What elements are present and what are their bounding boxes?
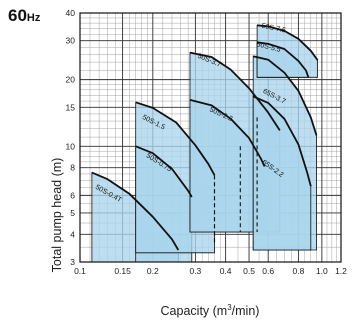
y-tick-label: 5	[70, 208, 75, 218]
chart-regions	[91, 24, 319, 263]
x-tick-label: 1.0	[316, 266, 328, 276]
y-tick-label: 4	[70, 229, 75, 239]
y-axis-title: Total pump head (m)	[50, 157, 64, 273]
y-tick-label: 10	[66, 141, 76, 151]
y-tick-label: 3	[70, 257, 75, 267]
frequency-value: 60	[8, 6, 27, 25]
x-tick-label: 1.2	[335, 266, 347, 276]
x-tick-label: 0.3	[189, 266, 201, 276]
x-tick-label: 0.5	[243, 266, 255, 276]
x-axis-title-main: Capacity (m	[160, 304, 228, 319]
x-tick-label: 0.15	[114, 266, 131, 276]
curve-50s-7.5	[257, 24, 319, 61]
frequency-label: 60Hz	[8, 6, 40, 26]
chart-curves	[91, 24, 319, 251]
curve-50s-5.5	[256, 41, 310, 78]
chart-dashed-lines	[213, 117, 258, 245]
y-tick-label: 15	[66, 102, 76, 112]
curve-50s-3.7	[189, 51, 281, 131]
x-tick-label: 0.8	[292, 266, 304, 276]
series-label-50s-7.5: 50S-7.5	[261, 23, 287, 35]
y-tick-label: 30	[66, 36, 76, 46]
x-axis-title-sup: 3	[227, 303, 232, 312]
y-tick-label: 6	[70, 190, 75, 200]
y-tick-label: 40	[66, 8, 76, 18]
x-tick-label: 0.6	[262, 266, 274, 276]
x-axis-title-tail: /min)	[231, 304, 260, 319]
chart-frame	[79, 12, 342, 263]
y-tick-label: 20	[66, 75, 76, 85]
x-tick-label: 0.1	[74, 266, 86, 276]
y-tick-label: 8	[70, 163, 75, 173]
curve-65s-2.2	[252, 95, 312, 187]
plot-frame	[79, 12, 342, 263]
x-axis-title: Capacity (m3/min)	[80, 303, 340, 318]
curve-65s-3.7	[253, 55, 318, 136]
x-tick-label: 0.4	[220, 266, 232, 276]
curve-50s-0.4t	[91, 171, 180, 251]
frequency-unit: Hz	[26, 12, 41, 24]
curve-50s-2.2	[189, 99, 266, 167]
chart-tick-labels: 0.1 0.15 0.2 0.3 0.4 0.5 0.6 0.8 1.0 1.2 3 4 5 6 8 10 15…	[66, 8, 348, 276]
x-tick-label: 0.2	[147, 266, 159, 276]
curve-50s-0.75	[135, 145, 193, 198]
curve-50s-1.5	[135, 101, 216, 176]
